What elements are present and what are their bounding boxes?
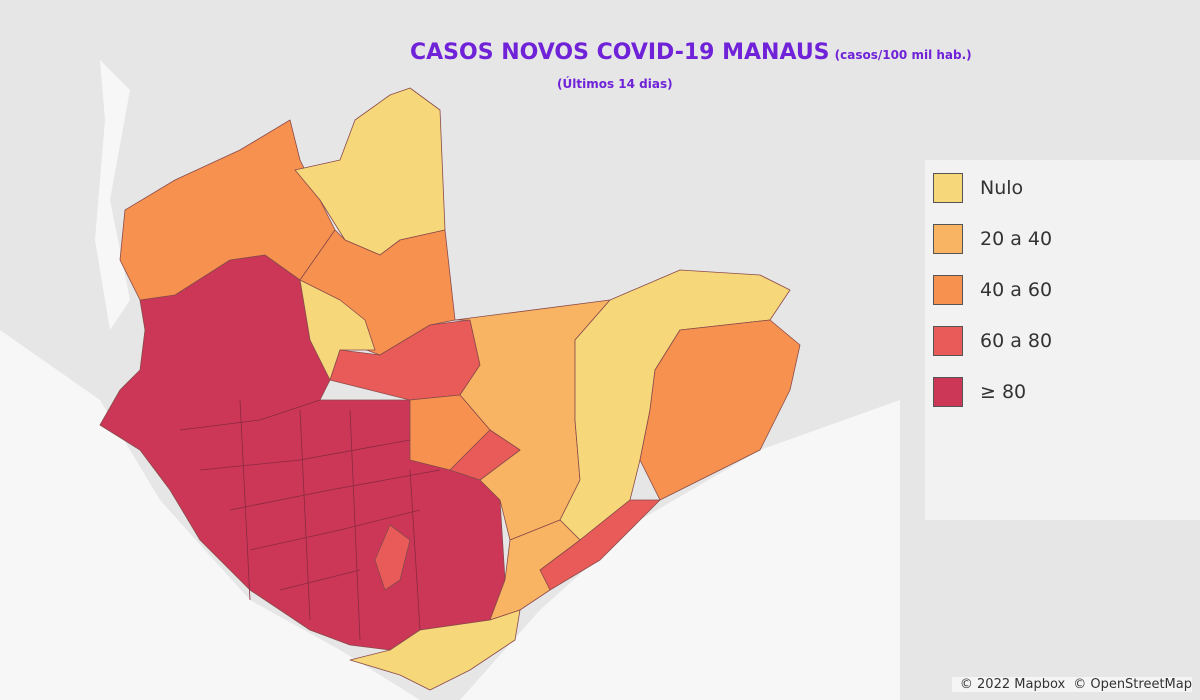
subtitle: (Últimos 14 dias) [557,77,673,91]
attribution-mapbox[interactable]: © 2022 Mapbox [959,677,1066,692]
legend-item: ≥ 80 [933,376,1026,408]
neighborhood [449,429,521,481]
legend-label: 40 a 60 [980,279,1053,301]
title: CASOS NOVOS COVID-19 MANAUS (casos/100 m… [410,40,972,65]
legend-swatch [933,326,963,356]
river [460,400,900,700]
river [95,60,130,330]
neighborhood [639,319,801,501]
legend-label: ≥ 80 [980,381,1027,403]
legend-item: 20 a 40 [933,223,1052,255]
neighborhood [294,87,446,256]
legend: Nulo 20 a 40 40 a 60 60 a 80 ≥ 80 [925,160,1200,520]
legend-swatch [933,377,963,407]
attribution-osm[interactable]: © OpenStreetMap [1073,677,1192,692]
legend-label: Nulo [980,177,1024,199]
border [179,399,441,641]
legend-item: 60 a 80 [933,325,1052,357]
legend-item: 40 a 60 [933,274,1052,306]
neighborhood [299,279,376,381]
legend-swatch [933,224,963,254]
legend-swatch [933,275,963,305]
legend-label: 60 a 80 [980,330,1053,352]
legend-item: Nulo [933,172,1023,204]
borders [179,399,441,641]
neighborhoods [99,87,801,691]
unit-text: (casos/100 mil hab.) [834,48,972,62]
neighborhood [374,524,411,591]
attribution: © 2022 Mapbox © OpenStreetMap [951,677,1192,692]
legend-swatch [933,173,963,203]
neighborhood [349,609,521,691]
title-text: CASOS NOVOS COVID-19 MANAUS [410,40,830,65]
legend-label: 20 a 40 [980,228,1053,250]
